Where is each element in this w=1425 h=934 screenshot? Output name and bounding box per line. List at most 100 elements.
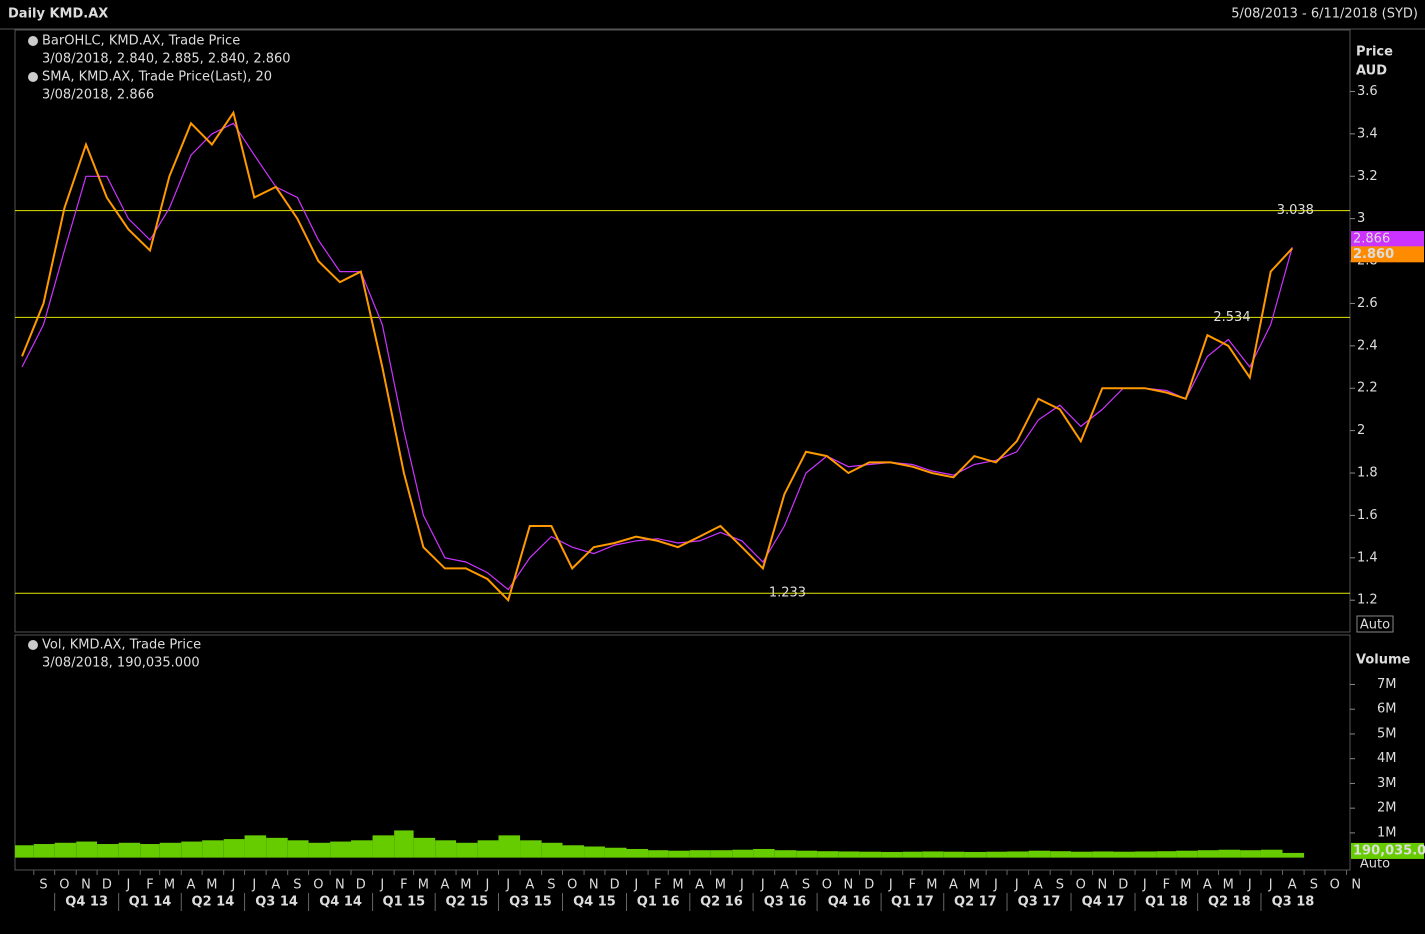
month-label: A [695, 878, 704, 893]
volume-bar [1260, 849, 1283, 858]
month-label: A [440, 878, 449, 893]
volume-bar [140, 844, 160, 858]
y-tick-label: 3M [1377, 776, 1397, 791]
volume-bar [266, 837, 288, 858]
header-range: 5/08/2013 - 6/11/2018 (SYD) [1231, 7, 1418, 22]
quarter-label: Q2 18 [1208, 895, 1251, 910]
month-label: D [356, 878, 366, 893]
volume-bar [1135, 851, 1157, 858]
month-label: M [206, 878, 217, 893]
volume-bar [394, 830, 414, 858]
quarter-label: Q3 14 [255, 895, 298, 910]
month-label: J [1268, 878, 1273, 893]
volume-bar [986, 851, 1008, 858]
volume-bar [859, 851, 882, 858]
y-tick-label: 3.4 [1357, 126, 1378, 141]
volume-bar [520, 840, 542, 858]
legend-entry: BarOHLC, KMD.AX, Trade Price [42, 34, 240, 49]
month-label: F [146, 878, 153, 893]
y-tick-label: 3 [1357, 211, 1365, 226]
month-label: J [760, 878, 765, 893]
volume-bar [1028, 850, 1051, 858]
month-label: A [1288, 878, 1297, 893]
quarter-label: Q2 17 [954, 895, 997, 910]
legend-icon [28, 72, 38, 82]
reference-label: 1.233 [769, 586, 806, 601]
month-label: O [822, 878, 832, 893]
y-tick-label: 2.6 [1357, 296, 1378, 311]
volume-panel [14, 634, 1351, 871]
auto-button[interactable] [1356, 615, 1394, 633]
month-label: M [969, 878, 980, 893]
month-label: O [567, 878, 577, 893]
month-label: M [1223, 878, 1234, 893]
month-label: S [547, 878, 555, 893]
y-tick-label: 5M [1377, 726, 1397, 741]
volume-bar [351, 840, 373, 858]
last-value-label: 190,035.0 [1353, 843, 1425, 858]
month-label: J [1142, 878, 1147, 893]
month-label: M [460, 878, 471, 893]
volume-bar [435, 840, 457, 858]
volume-bar [1113, 851, 1136, 858]
month-label: O [1076, 878, 1086, 893]
volume-bar [1007, 851, 1029, 858]
auto-button-label[interactable]: Auto [1360, 618, 1390, 633]
y-tick-label: 2.4 [1357, 338, 1378, 353]
volume-bar [1092, 851, 1114, 858]
volume-bar [498, 835, 521, 858]
volume-bar [817, 851, 839, 858]
auto-button-label[interactable]: Auto [1360, 857, 1390, 872]
quarter-label: Q3 15 [509, 895, 552, 910]
volume-bar [1218, 849, 1241, 858]
volume-bar [33, 844, 55, 858]
y-tick-label: 6M [1377, 702, 1397, 717]
volume-bar [648, 850, 669, 858]
volume-bar [1240, 850, 1261, 858]
month-label: F [1163, 878, 1170, 893]
volume-bar [244, 835, 267, 858]
month-label: O [1330, 878, 1340, 893]
volume-bar [76, 841, 98, 858]
reference-label: 2.534 [1213, 310, 1250, 325]
volume-bar [15, 845, 34, 858]
month-label: J [1247, 878, 1252, 893]
quarter-label: Q1 14 [129, 895, 172, 910]
legend-icon [28, 36, 38, 46]
volume-bar [1197, 850, 1219, 858]
quarter-label: Q3 18 [1272, 895, 1315, 910]
month-label: O [313, 878, 323, 893]
volume-bar [54, 842, 77, 858]
volume-bar [562, 845, 585, 858]
month-label: A [271, 878, 280, 893]
quarter-label: Q1 15 [383, 895, 426, 910]
volume-bar [732, 849, 754, 858]
month-label: J [888, 878, 893, 893]
y-tick-label: 1.6 [1357, 508, 1378, 523]
volume-bar [902, 851, 923, 858]
volume-bar [626, 848, 649, 858]
reference-label: 3.038 [1277, 203, 1314, 218]
volume-bar [159, 842, 182, 858]
volume-bar [753, 848, 775, 858]
quarter-label: Q3 16 [764, 895, 807, 910]
month-label: M [1180, 878, 1191, 893]
volume-bar [774, 850, 797, 858]
volume-bar [964, 851, 987, 858]
month-label: S [1056, 878, 1064, 893]
month-label: J [125, 878, 130, 893]
last-value-label: 2.866 [1353, 232, 1390, 247]
last-value-box [1351, 842, 1424, 859]
month-label: D [610, 878, 620, 893]
volume-bar [413, 837, 436, 858]
month-label: N [335, 878, 345, 893]
volume-bar [181, 841, 203, 858]
y-tick-label: 1.8 [1357, 466, 1378, 481]
month-label: J [484, 878, 489, 893]
month-label: F [400, 878, 407, 893]
legend-detail: 3/08/2018, 2.866 [42, 88, 154, 103]
y-tick-label: 2.2 [1357, 381, 1378, 396]
y-tick-label: 7M [1377, 677, 1397, 692]
